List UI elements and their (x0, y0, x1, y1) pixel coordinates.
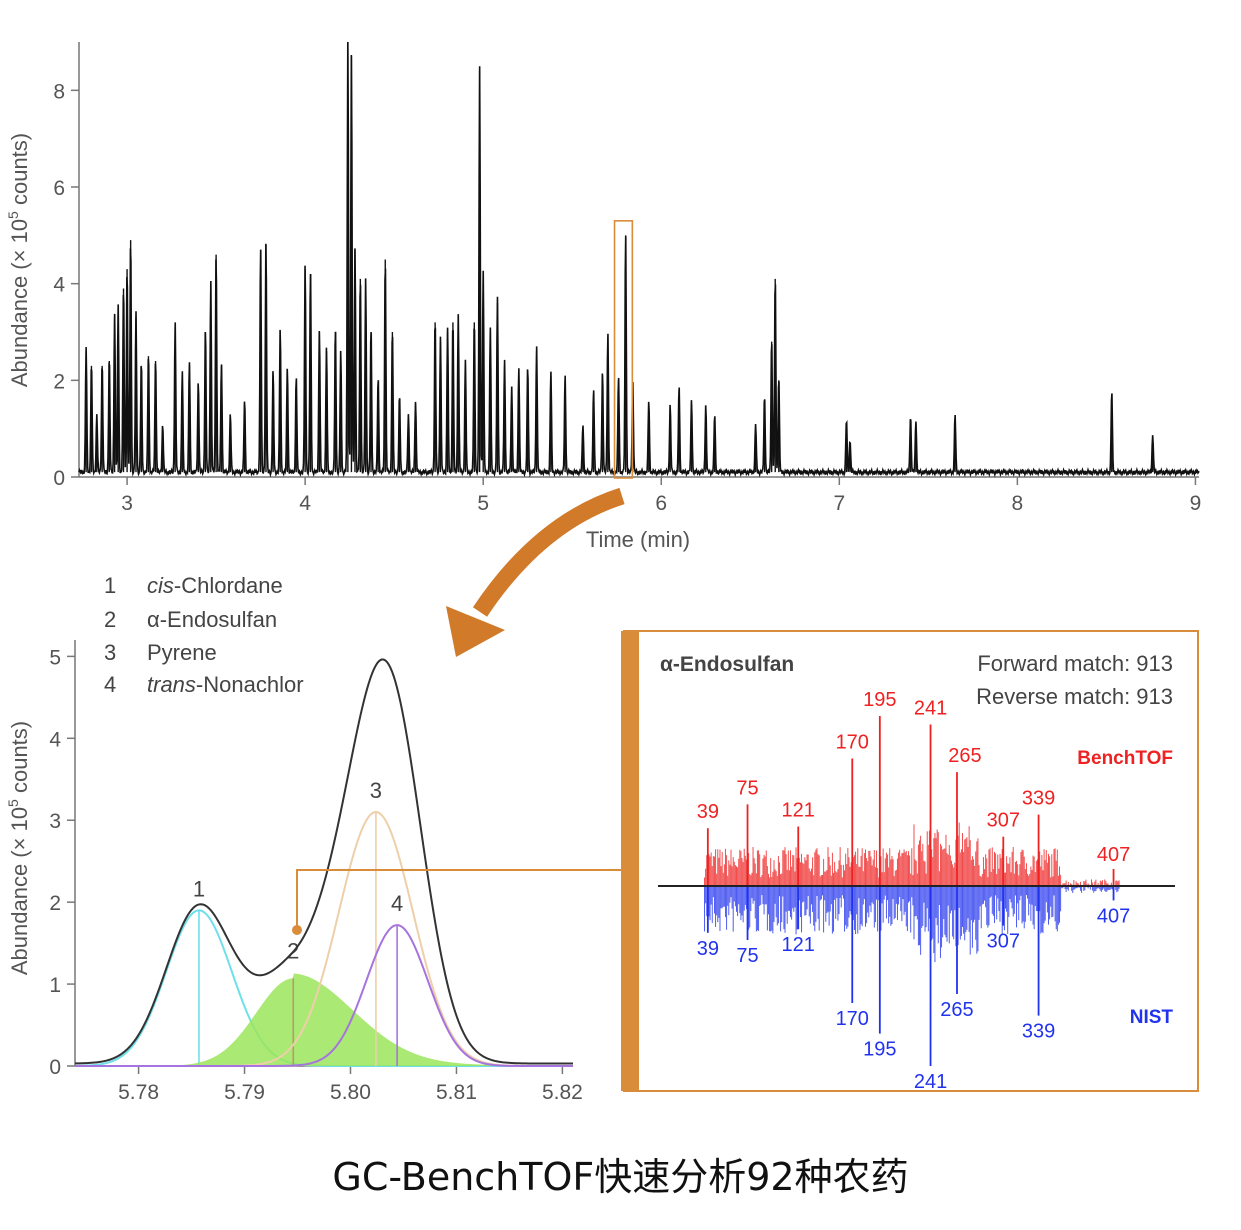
tic-x-tick-label: 8 (1012, 492, 1024, 515)
ms-top-peak-label: 75 (736, 777, 758, 799)
zoom-y-tick-label: 1 (49, 974, 61, 997)
ms-bottom-peak-label: 39 (697, 938, 719, 960)
tic-y-tick-label: 2 (53, 370, 65, 393)
ms-bottom-peak-label: 75 (736, 945, 758, 967)
zoom-series-2-fill (75, 973, 573, 1066)
ms-top-peak-label: 39 (697, 801, 719, 823)
ms-top-peak-label: 307 (987, 810, 1020, 832)
legend-item-3: 3 Pyrene (104, 640, 217, 665)
zoom-peak-label-4: 4 (391, 891, 403, 916)
ms-top-peak-label: 195 (863, 689, 896, 711)
tic-x-tick-label: 7 (833, 492, 845, 515)
zoom-x-tick-label: 5.82 (542, 1081, 583, 1104)
zoom-y-axis-label: Abundance (× 105 counts) (5, 721, 32, 975)
connector-line (296, 869, 622, 930)
legend-item-2: 2 α-Endosulfan (104, 607, 277, 632)
ms-bottom-peak-label: 195 (863, 1039, 896, 1061)
ms-bottom-peak-label: 265 (940, 999, 973, 1021)
tic-trace (78, 41, 1200, 478)
reverse-match: Reverse match: 913 (976, 684, 1173, 709)
tic-x-tick-label: 4 (299, 492, 311, 515)
nist-label: NIST (1130, 1007, 1174, 1028)
ms-bottom-peak-label: 339 (1022, 1021, 1055, 1043)
tic-x-tick-label: 5 (477, 492, 489, 515)
tic-x-tick-label: 9 (1190, 492, 1202, 515)
mass-spectrum-panel: α-Endosulfan Forward match: 913 Reverse … (621, 630, 1199, 1093)
zoom-peak-label-3: 3 (370, 778, 382, 803)
tic-y-tick-label: 0 (53, 467, 65, 490)
zoom-x-tick-label: 5.80 (330, 1081, 371, 1104)
zoom-peak-label-1: 1 (193, 876, 205, 901)
ms-bottom-peak-label: 241 (914, 1071, 947, 1093)
ms-top-peak-label: 170 (836, 732, 869, 754)
ms-bottom-peak-label: 307 (987, 931, 1020, 953)
ms-top-peak-label: 339 (1022, 788, 1055, 810)
zoom-x-tick-label: 5.81 (436, 1081, 477, 1104)
highlight-box (613, 220, 634, 479)
zoom-x-tick-label: 5.79 (224, 1081, 265, 1104)
arrow-head (446, 606, 505, 657)
tic-x-tick-label: 3 (121, 492, 133, 515)
legend-item-4: 4 trans-Nonachlor (104, 672, 304, 697)
zoom-y-tick-label: 0 (49, 1056, 61, 1079)
tic-y-axis-label: Abundance (× 105 counts) (5, 133, 32, 387)
ms-top-peak-label: 265 (948, 745, 981, 767)
zoom-series-4 (75, 924, 573, 1067)
figure: 0 2 4 6 8 3 4 5 6 7 8 9 Time (min) Abundance (× 10… (5, 41, 1202, 1104)
zoom-total-envelope (74, 658, 573, 1065)
ms-top-peak-label: 241 (914, 698, 947, 720)
ms-bottom-peak-label: 170 (836, 1008, 869, 1030)
zoom-y-tick-label: 3 (49, 810, 61, 833)
spectrum-side-bar (621, 631, 639, 1091)
arrow-shaft (472, 487, 625, 617)
ms-top-peak-label: 121 (782, 800, 815, 822)
ms-bottom-peak-label: 407 (1097, 905, 1130, 927)
spectrum-title: α-Endosulfan (660, 653, 794, 676)
forward-match: Forward match: 913 (977, 651, 1173, 676)
zoom-y-tick-label: 4 (49, 728, 61, 751)
legend-item-1: 1 cis-Chlordane (104, 573, 283, 598)
tic-y-tick-label: 6 (53, 177, 65, 200)
ms-bottom-peak-label: 121 (782, 934, 815, 956)
zoom-x-tick-label: 5.78 (118, 1081, 159, 1104)
tic-chart: 0 2 4 6 8 3 4 5 6 7 8 9 Time (min) Abundance (× 10… (5, 41, 1202, 552)
zoom-legend: 1 cis-Chlordane 2 α-Endosulfan 3 Pyrene 4 tr… (104, 573, 304, 697)
ms-top-peak-label: 407 (1097, 844, 1130, 866)
zoom-y-tick-label: 5 (49, 646, 61, 669)
zoom-y-tick-label: 2 (49, 892, 61, 915)
tic-x-axis-label: Time (min) (586, 527, 690, 552)
tic-y-tick-label: 4 (53, 274, 65, 297)
figure-caption: GC-BenchTOF快速分析92种农药 (332, 1155, 909, 1199)
connector-dot (292, 925, 302, 935)
tic-y-tick-label: 8 (53, 80, 65, 103)
zoom-arrow (446, 487, 625, 657)
tic-x-tick-label: 6 (655, 492, 667, 515)
benchtof-label: BenchTOF (1077, 748, 1173, 769)
